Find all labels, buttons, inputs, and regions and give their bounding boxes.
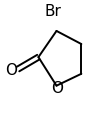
- Text: Br: Br: [44, 4, 60, 19]
- Text: O: O: [5, 63, 17, 78]
- Text: O: O: [51, 81, 62, 96]
